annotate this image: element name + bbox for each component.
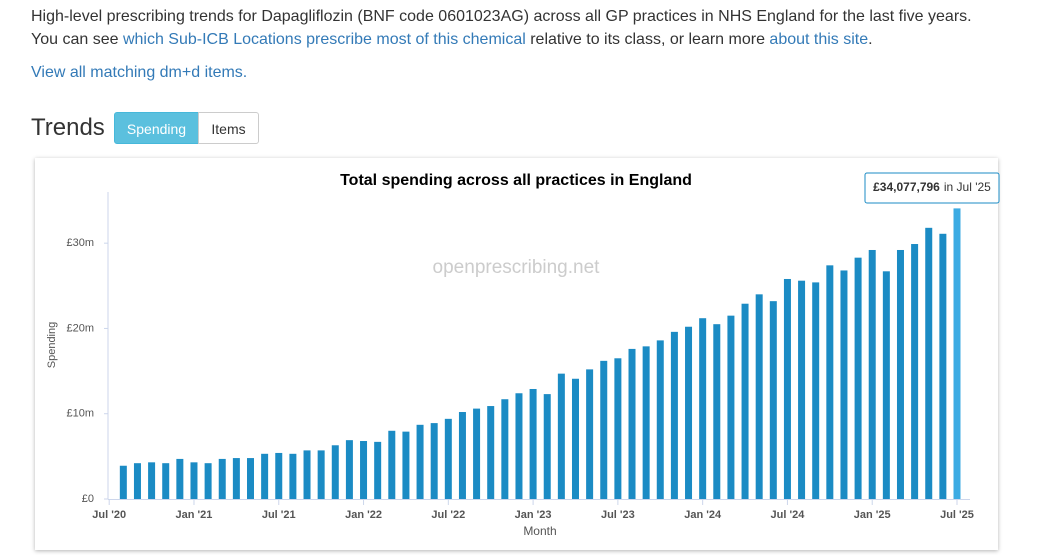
x-tick-label: Jan '24 xyxy=(684,509,722,521)
bar xyxy=(515,393,523,499)
bar xyxy=(501,399,509,499)
bar xyxy=(529,388,537,499)
bar xyxy=(769,301,777,499)
bar xyxy=(487,406,495,499)
bar xyxy=(812,282,820,499)
text: relative to its class, or learn more xyxy=(525,31,770,48)
bar xyxy=(133,463,141,499)
x-tick-label: Jan '23 xyxy=(515,509,552,521)
text: . xyxy=(868,31,873,48)
bar xyxy=(218,458,226,499)
bar xyxy=(190,462,198,499)
bar xyxy=(119,465,127,499)
bar xyxy=(247,458,254,499)
x-tick-label: Jul '20 xyxy=(92,509,126,521)
intro-line1: High-level prescribing trends for Dapagl… xyxy=(31,8,972,25)
bar xyxy=(416,424,424,499)
bar xyxy=(741,303,749,499)
x-tick-label: Jul '21 xyxy=(262,509,296,521)
bar xyxy=(176,458,184,499)
tooltip-box xyxy=(864,172,1000,204)
bar xyxy=(232,458,240,499)
intro-line2: You can see which Sub-ICB Locations pres… xyxy=(31,31,873,49)
y-tick-label: £10m xyxy=(66,408,94,420)
bar xyxy=(543,394,551,499)
watermark: openprescribing.net xyxy=(433,257,601,278)
bar xyxy=(388,430,396,499)
bar xyxy=(614,358,622,499)
x-tick-label: Jul '22 xyxy=(431,509,465,521)
x-tick-label: Jan '25 xyxy=(854,509,891,521)
bar xyxy=(826,265,834,499)
bar xyxy=(685,326,693,499)
bar xyxy=(798,280,806,499)
bar xyxy=(473,408,481,499)
bar xyxy=(642,346,650,499)
bar xyxy=(656,340,664,499)
link[interactable]: about this site xyxy=(769,31,869,48)
heading: Trends xyxy=(31,114,105,141)
chart-title: Total spending across all practices in E… xyxy=(340,172,692,189)
bar xyxy=(571,378,579,499)
text: You can see xyxy=(31,31,123,48)
bar xyxy=(331,445,339,499)
bar xyxy=(699,318,707,499)
y-axis-label: Spending xyxy=(46,322,58,369)
bar xyxy=(783,278,791,499)
bar xyxy=(458,412,466,499)
bar xyxy=(402,431,410,499)
x-tick-label: Jul '23 xyxy=(601,509,635,521)
bar xyxy=(317,450,325,499)
bar xyxy=(840,270,848,499)
y-tick-label: £30m xyxy=(66,237,94,249)
bar xyxy=(345,440,353,499)
y-tick-label: £20m xyxy=(66,322,94,334)
bar xyxy=(444,418,452,499)
bar xyxy=(261,453,269,499)
x-axis-label: Month xyxy=(523,524,556,538)
bar xyxy=(953,208,961,499)
x-tick-label: Jul '24 xyxy=(771,509,806,521)
tab[interactable]: Items xyxy=(198,112,259,144)
bar xyxy=(755,294,763,499)
bar xyxy=(374,441,382,499)
bar xyxy=(303,450,311,499)
bar xyxy=(727,315,735,499)
bar xyxy=(204,463,212,499)
bar xyxy=(713,324,721,499)
tooltip-value: £34,077,796 xyxy=(873,180,940,194)
y-tick-label: £0 xyxy=(82,493,94,505)
tooltip-text: in Jul '25 xyxy=(944,180,991,194)
x-tick-label: Jul '25 xyxy=(940,509,974,521)
x-tick-label: Jan '21 xyxy=(176,509,213,521)
bar xyxy=(670,331,678,499)
bar xyxy=(600,360,608,499)
bar xyxy=(586,369,594,499)
bar xyxy=(148,462,156,499)
tab[interactable]: Spending xyxy=(114,112,199,144)
bar xyxy=(162,463,170,499)
bar xyxy=(854,257,862,499)
link[interactable]: which Sub-ICB Locations prescribe most o… xyxy=(122,31,526,48)
bar xyxy=(360,441,368,499)
bar xyxy=(896,249,904,499)
x-tick-label: Jan '22 xyxy=(345,509,382,521)
bar xyxy=(925,227,933,500)
bar xyxy=(628,348,636,499)
bar xyxy=(557,373,565,499)
dmd-link[interactable]: View all matching dm+d items. xyxy=(31,64,248,81)
bar xyxy=(868,249,876,499)
tooltip: £34,077,796 in Jul '25 xyxy=(873,180,991,194)
bar xyxy=(882,271,890,499)
bar xyxy=(430,423,438,499)
bar xyxy=(275,452,283,499)
bar xyxy=(939,233,947,499)
bar xyxy=(289,453,297,499)
bar xyxy=(911,244,919,499)
